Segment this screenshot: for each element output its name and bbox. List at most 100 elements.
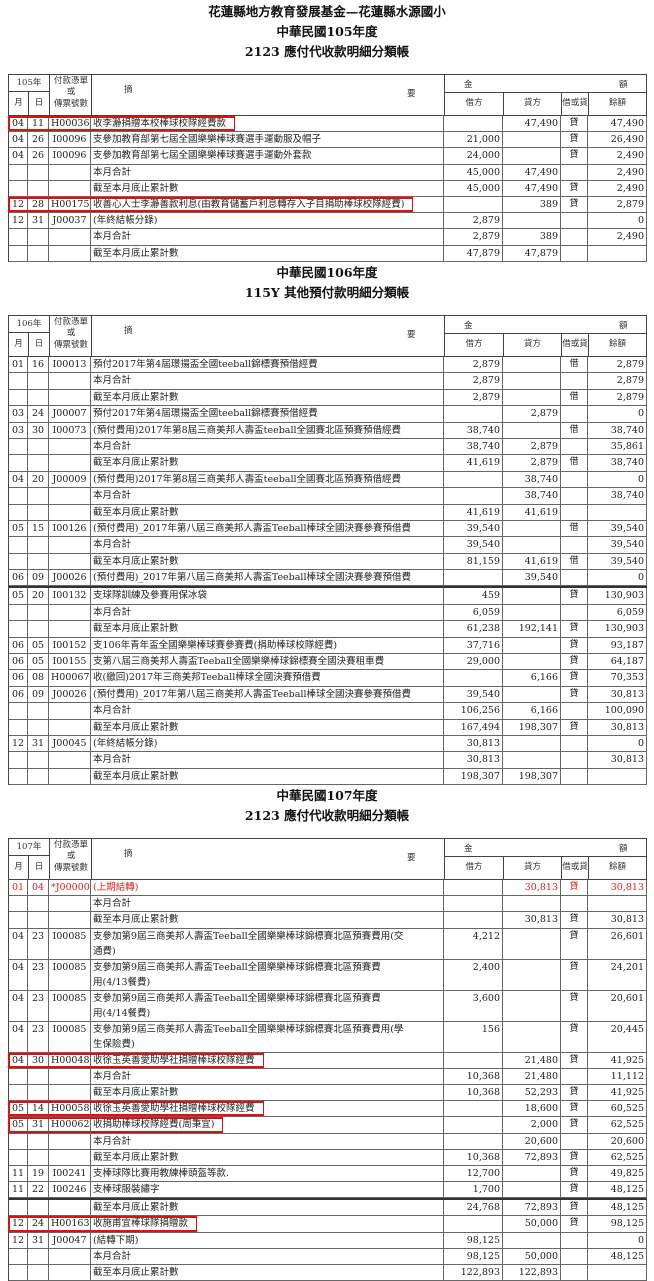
debit-cell: 30,813 (444, 735, 503, 752)
day-cell (28, 752, 49, 768)
description-cell: 收(繳回)2017年三商美邦Teeball棒球全國決賽預借費 (91, 670, 444, 686)
debit-text: 47,879 (466, 247, 500, 259)
description-cell: 收李瀞捐贈本校棒球校隊經費款 (91, 116, 444, 132)
day-text: 20 (31, 590, 45, 602)
credit-cell: 192,141 (503, 621, 561, 637)
debit-text: 10,368 (466, 1086, 500, 1098)
month-text: 05 (11, 1119, 25, 1131)
balance-text: 41,925 (610, 1086, 644, 1098)
debit-text: 106,256 (460, 705, 500, 717)
balance-cell: 2,879 (588, 196, 647, 213)
credit-cell: 2,879 (503, 406, 561, 422)
description-cell: 本月合計 (91, 373, 444, 389)
balance-text: 0 (637, 1234, 644, 1246)
voucher-header-1: 付款憑單 (53, 840, 88, 850)
header-right-border (646, 316, 647, 333)
voucher-text: I00096 (52, 150, 87, 162)
description-cell: 截至本月底止累計數 (91, 719, 444, 735)
debit-credit-cell: 貸 (561, 1182, 588, 1198)
credit-text: 72,893 (524, 1202, 558, 1214)
description-text: (預付費用)2017年第8屆三商美邦人壽盃teeball全國賽北區預賽預借經費 (93, 424, 402, 436)
day-cell: 26 (28, 132, 49, 148)
debit-text: 24,768 (466, 1202, 500, 1214)
debit-credit-text: 借 (569, 457, 579, 468)
month-text: 05 (11, 1103, 25, 1115)
debit-text: 38,740 (466, 440, 500, 452)
day-text: 30 (31, 424, 45, 436)
description-text: 預付2017年第4屆璟揚盃全國teeball錦標賽預借經費 (93, 408, 318, 420)
balance-cell: 49,825 (588, 1165, 647, 1182)
ledger-section-107: 中華民國107年度 2123 應付代收款明細分類帳 107年月日付款憑單或傳票號數 摘… (0, 786, 654, 1281)
credit-cell: 39,540 (503, 570, 561, 586)
debit-credit-cell: 貸 (561, 880, 588, 896)
balance-text: 35,861 (610, 440, 644, 452)
day-cell (28, 1200, 49, 1216)
balance-text: 2,490 (616, 150, 644, 162)
voucher-cell: I00085 (49, 928, 91, 959)
debit-cell: 24,000 (444, 148, 503, 164)
debit-header: 借方 (445, 333, 504, 356)
balance-cell: 6,059 (588, 604, 647, 621)
credit-text: 192,141 (518, 623, 558, 635)
description-cell: 截至本月底止累計數 (91, 1265, 444, 1281)
debit-credit-text: 貸 (569, 182, 579, 193)
debit-credit-cell: 貸 (561, 670, 588, 686)
table-row: 截至本月底止累計數 2,879 借 2,879 (9, 389, 647, 407)
balance-cell: 26,601 (588, 928, 647, 959)
day-cell: 19 (28, 1165, 49, 1182)
month-cell (9, 180, 28, 196)
balance-cell: 30,813 (588, 912, 647, 928)
table-row: 05 31 H00062 收捐助棒球校隊經費(周秉宜) 2,000 貸 62,525 (8, 1117, 647, 1134)
description-text: 本月合計 (93, 166, 132, 178)
debit-credit-cell (561, 768, 588, 785)
table-row: 本月合計 (9, 896, 647, 913)
description-cell: 截至本月底止累計數 (91, 180, 444, 196)
fiscal-year-title: 中華民國105年度 (276, 24, 378, 39)
day-text: 23 (31, 930, 45, 942)
credit-cell (503, 1021, 561, 1052)
balance-text: 0 (637, 408, 644, 420)
debit-credit-cell: 借 (561, 520, 588, 537)
balance-text: 0 (637, 572, 644, 584)
balance-cell: 30,813 (588, 686, 647, 703)
voucher-header-2: 或 (66, 851, 76, 861)
day-cell (28, 1149, 49, 1165)
month-cell: 04 (9, 959, 28, 990)
description-cell: 截至本月底止累計數 (91, 553, 444, 570)
debit-text: 39,540 (466, 688, 500, 700)
voucher-text: I00085 (52, 992, 87, 1004)
description-cell: 截至本月底止累計數 (91, 1200, 444, 1216)
voucher-text: J00009 (52, 473, 87, 485)
credit-text: 20,600 (524, 1135, 558, 1147)
table-row: 截至本月底止累計數 81,159 41,619 借 39,540 (9, 553, 647, 571)
description-text: 截至本月底止累計數 (93, 247, 179, 259)
voucher-header-2: 或 (66, 328, 76, 338)
month-text: 04 (11, 930, 25, 942)
month-text: 11 (11, 1167, 25, 1179)
balance-cell: 64,187 (588, 654, 647, 670)
credit-text: 47,490 (524, 166, 558, 178)
balance-text: 39,540 (610, 555, 644, 567)
debit-credit-cell (561, 438, 588, 455)
credit-cell: 2,879 (503, 438, 561, 455)
description-text: (預付費用)2017年第8屆三商美邦人壽盃teeball全國賽北區預賽預借經費 (93, 473, 402, 485)
table-header: 107年月日付款憑單或傳票號數 摘 要 金 額借方 貸方 借或貸 餘額 (9, 839, 647, 880)
ledger-table: 106年月日付款憑單或傳票號數 摘 要 金 額借方 貸方 借或貸 餘額 01 16 I00013 預付… (8, 315, 647, 786)
voucher-cell (49, 389, 91, 406)
description-text: 截至本月底止累計數 (93, 1267, 179, 1278)
day-cell (28, 373, 49, 389)
month-cell (9, 455, 28, 471)
description-cell: 截至本月底止累計數 (91, 912, 444, 928)
day-text: 24 (31, 408, 45, 420)
credit-text: 122,893 (518, 1267, 558, 1278)
voucher-text: J00037 (52, 215, 87, 227)
credit-cell (503, 637, 561, 654)
debit-text: 61,238 (466, 623, 500, 635)
voucher-cell: H00175 (49, 196, 91, 213)
month-cell: 05 (9, 520, 28, 537)
amount-divider (444, 92, 647, 93)
balance-text: 30,813 (610, 882, 644, 893)
debit-cell (444, 570, 503, 586)
description-cell: 支參加教育部第七屆全國樂樂棒球賽選手運動服及帽子 (91, 132, 444, 148)
description-text: 支參加第9屆三商美邦人壽盃Teeball全國樂樂棒球錦標賽北區預賽費用(學 生保… (93, 1023, 404, 1050)
